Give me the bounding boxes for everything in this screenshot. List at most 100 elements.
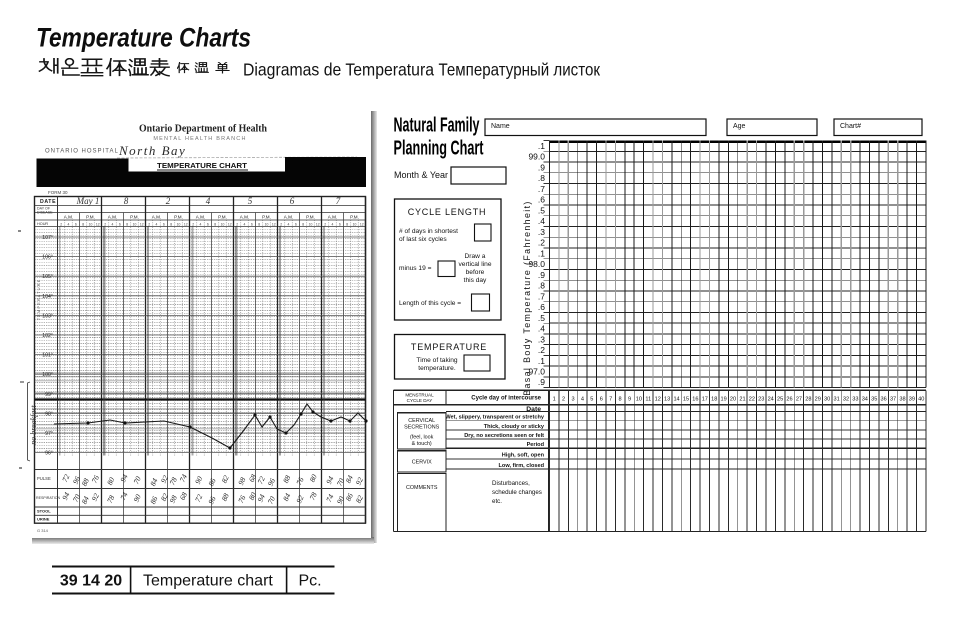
svg-text:May 1: May 1 <box>76 196 100 206</box>
svg-text:.1: .1 <box>538 356 545 366</box>
svg-text:74: 74 <box>178 473 189 484</box>
svg-text:Chart#: Chart# <box>840 123 861 130</box>
svg-text:4: 4 <box>288 222 290 226</box>
svg-text:40: 40 <box>918 396 924 402</box>
svg-text:7: 7 <box>336 196 341 206</box>
svg-text:.7: .7 <box>538 184 545 194</box>
svg-text:6: 6 <box>290 196 295 206</box>
svg-text:74: 74 <box>324 493 335 504</box>
svg-text:10: 10 <box>221 222 225 226</box>
svg-text:76: 76 <box>90 474 101 485</box>
svg-text:17: 17 <box>702 396 708 402</box>
svg-text:Dry, no secretions seen or fel: Dry, no secretions seen or felt <box>464 433 544 439</box>
svg-text:12: 12 <box>360 222 364 226</box>
svg-text:Period: Period <box>527 442 545 448</box>
svg-text:2: 2 <box>236 222 238 226</box>
svg-text:.9: .9 <box>538 377 545 387</box>
svg-text:86: 86 <box>344 492 355 503</box>
svg-text:DATE: DATE <box>40 199 56 205</box>
svg-text:minus 19 =: minus 19 = <box>399 265 432 272</box>
svg-text:T E M P E R A T U R E: T E M P E R A T U R E <box>36 279 41 320</box>
svg-text:72: 72 <box>60 473 71 484</box>
svg-text:8: 8 <box>346 222 348 226</box>
svg-text:90: 90 <box>193 475 204 486</box>
svg-text:6: 6 <box>339 222 341 226</box>
svg-text:10: 10 <box>177 222 181 226</box>
svg-text:90: 90 <box>131 493 142 504</box>
svg-text:4: 4 <box>206 196 211 206</box>
svg-text:2: 2 <box>148 222 150 226</box>
svg-text:.1: .1 <box>538 248 545 258</box>
svg-text:Temperature Charts: Temperature Charts <box>36 23 251 53</box>
svg-text:3: 3 <box>571 396 574 402</box>
svg-text:6: 6 <box>119 222 121 226</box>
svg-text:8: 8 <box>258 222 260 226</box>
svg-text:10: 10 <box>353 222 357 226</box>
svg-text:12: 12 <box>140 222 144 226</box>
svg-text:6: 6 <box>295 222 297 226</box>
svg-text:etc.: etc. <box>492 498 502 505</box>
svg-text:10: 10 <box>636 396 642 402</box>
svg-text:2: 2 <box>562 396 565 402</box>
svg-text:39: 39 <box>909 396 915 402</box>
svg-text:36: 36 <box>881 396 887 402</box>
svg-text:Temperature chart: Temperature chart <box>143 573 273 590</box>
svg-text:A.M.: A.M. <box>108 214 117 219</box>
svg-text:4: 4 <box>68 222 70 226</box>
svg-text:98: 98 <box>168 494 179 505</box>
svg-text:TEMPERATURE: TEMPERATURE <box>411 342 487 352</box>
svg-text:A.M.: A.M. <box>328 214 337 219</box>
svg-text:A.M.: A.M. <box>196 214 205 219</box>
svg-text:70: 70 <box>266 495 277 506</box>
svg-text:.1: .1 <box>538 141 545 151</box>
svg-text:.3: .3 <box>538 334 545 344</box>
svg-text:Planning Chart: Planning Chart <box>394 138 484 160</box>
svg-text:TEMPERATURE CHART: TEMPERATURE CHART <box>157 161 247 170</box>
svg-text:Name: Name <box>491 123 510 130</box>
svg-text:8: 8 <box>619 396 622 402</box>
svg-text:schedule changes: schedule changes <box>492 489 542 496</box>
svg-text:21: 21 <box>739 396 745 402</box>
svg-text:5: 5 <box>248 196 253 206</box>
svg-text:70: 70 <box>131 475 142 486</box>
svg-text:A.M.: A.M. <box>284 214 293 219</box>
svg-text:6: 6 <box>251 222 253 226</box>
svg-text:86: 86 <box>206 477 217 488</box>
svg-text:P.M.: P.M. <box>262 214 271 219</box>
svg-text:76: 76 <box>294 476 305 487</box>
svg-text:14: 14 <box>673 396 679 402</box>
svg-text:.4: .4 <box>538 216 545 226</box>
svg-text:94: 94 <box>324 475 335 486</box>
svg-text:CYCLE LENGTH: CYCLE LENGTH <box>408 207 487 217</box>
svg-text:26: 26 <box>786 396 792 402</box>
svg-text:98: 98 <box>236 476 247 487</box>
svg-text:35: 35 <box>871 396 877 402</box>
svg-text:4: 4 <box>156 222 158 226</box>
svg-text:92: 92 <box>354 476 365 487</box>
svg-text:10: 10 <box>89 222 93 226</box>
svg-text:12: 12 <box>316 222 320 226</box>
svg-text:URINE: URINE <box>37 517 50 522</box>
svg-text:23: 23 <box>758 396 764 402</box>
svg-text:32: 32 <box>843 396 849 402</box>
svg-text:ONTARIO HOSPITAL: ONTARIO HOSPITAL <box>45 149 119 155</box>
svg-text:of last six cycles: of last six cycles <box>399 236 447 243</box>
svg-text:82: 82 <box>354 494 365 505</box>
svg-text:MENSTRUAL: MENSTRUAL <box>405 392 434 397</box>
svg-text:19: 19 <box>721 396 727 402</box>
svg-text:8: 8 <box>82 222 84 226</box>
svg-text:DISEASE: DISEASE <box>37 211 53 215</box>
svg-text:Basal Body Temperature (Fahre: Basal Body Temperature (Fahrenheit) <box>522 200 532 396</box>
svg-text:84: 84 <box>281 492 292 503</box>
svg-text:(feel, look: (feel, look <box>410 435 434 441</box>
svg-text:99°: 99° <box>45 392 53 398</box>
svg-text:2: 2 <box>324 222 326 226</box>
svg-text:97.0: 97.0 <box>528 366 545 376</box>
svg-text:96°: 96° <box>45 451 53 457</box>
svg-text:5: 5 <box>590 396 593 402</box>
svg-text:8: 8 <box>124 196 129 206</box>
svg-text:9: 9 <box>628 396 631 402</box>
svg-text:28: 28 <box>805 396 811 402</box>
svg-text:15: 15 <box>683 396 689 402</box>
svg-text:# of days in shortest: # of days in shortest <box>399 228 458 235</box>
